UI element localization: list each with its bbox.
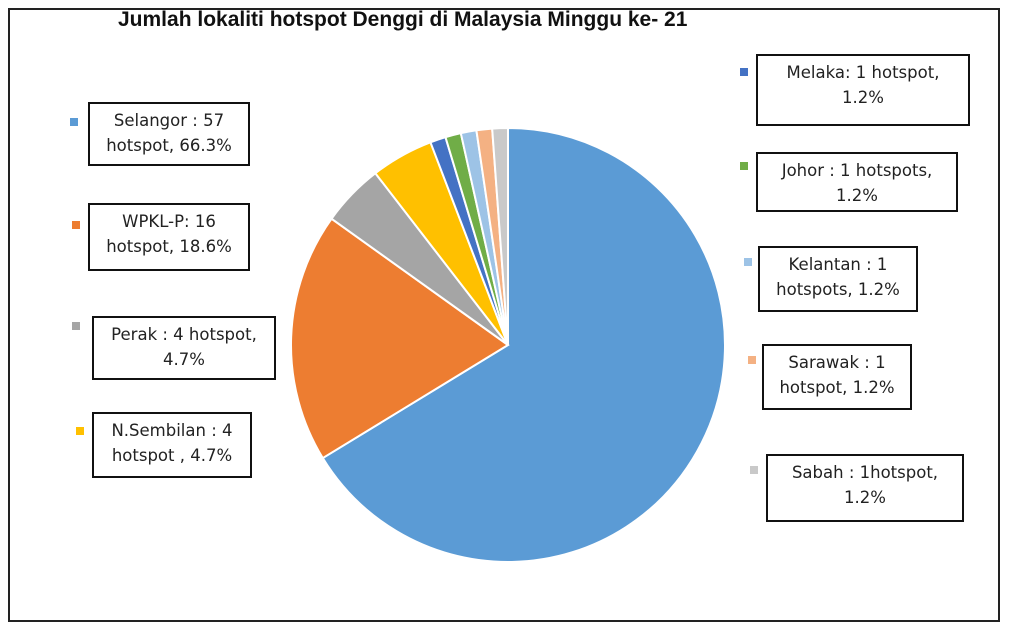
pie-slice (491, 126, 509, 346)
chart-frame (8, 8, 1000, 622)
pie-slice (321, 126, 726, 563)
label-marker (70, 118, 78, 126)
data-label: Perak : 4 hotspot, 4.7% (92, 316, 276, 380)
label-marker (744, 258, 752, 266)
chart-title: Jumlah lokaliti hotspot Denggi di Malays… (118, 8, 688, 31)
data-label: Johor : 1 hotspots, 1.2% (756, 152, 958, 212)
data-label: N.Sembilan : 4 hotspot , 4.7% (92, 412, 252, 478)
data-label: Melaka: 1 hotspot, 1.2% (756, 54, 970, 126)
label-marker (748, 356, 756, 364)
label-marker (72, 322, 80, 330)
pie-slice (290, 217, 510, 460)
data-label: WPKL-P: 16 hotspot, 18.6% (88, 203, 250, 271)
label-marker (740, 162, 748, 170)
data-label: Kelantan : 1 hotspots, 1.2% (758, 246, 918, 312)
label-marker (76, 427, 84, 435)
label-marker (740, 68, 748, 76)
data-label: Sabah : 1hotspot, 1.2% (766, 454, 964, 522)
data-label: Sarawak : 1 hotspot, 1.2% (762, 344, 912, 410)
label-marker (72, 221, 80, 229)
label-marker (750, 466, 758, 474)
data-label: Selangor : 57 hotspot, 66.3% (88, 102, 250, 166)
